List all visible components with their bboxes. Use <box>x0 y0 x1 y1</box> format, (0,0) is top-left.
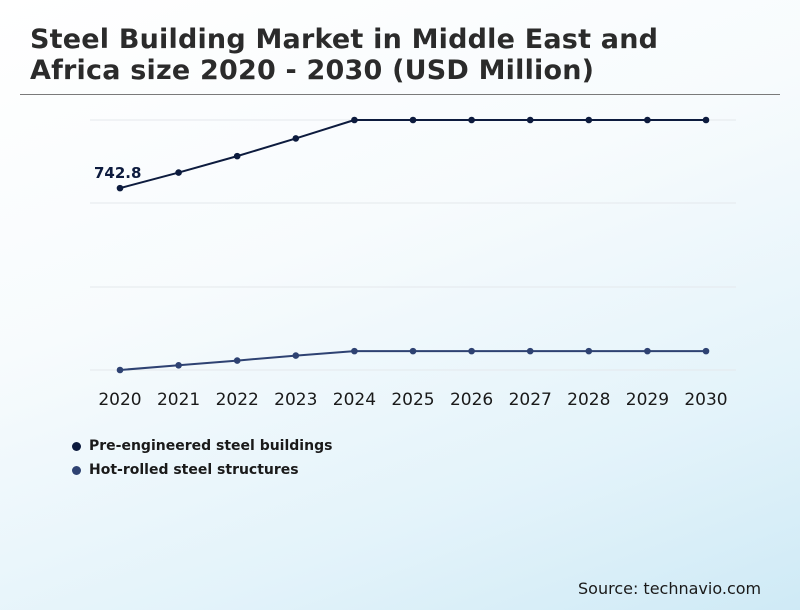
x-tick-label-2024: 2024 <box>333 390 376 410</box>
data-point-s0-2025 <box>409 116 417 124</box>
data-label-0: 742.8 <box>94 164 141 182</box>
data-point-s0-2021 <box>175 169 182 176</box>
data-point-s0-2024 <box>351 116 358 124</box>
data-point-s0-2023 <box>292 135 300 142</box>
legend-item-1: Hot-rolled steel structures <box>72 458 332 482</box>
data-point-s0-2030 <box>702 116 710 124</box>
line-chart: 2020 2021 2022 2023 2024 2025 2026 2027 2028 2029… <box>90 116 736 410</box>
data-point-s1-2029 <box>644 347 651 355</box>
data-point-s1-2027 <box>526 347 534 355</box>
x-tick-label-2026: 2026 <box>450 390 493 410</box>
x-tick-label-2021: 2021 <box>157 390 200 410</box>
title-divider <box>20 94 780 95</box>
source-note: Source: technavio.com <box>578 579 762 598</box>
data-point-s1-2028 <box>585 347 593 355</box>
data-point-s0-2022 <box>233 152 241 160</box>
data-point-s1-2025 <box>409 347 417 355</box>
data-point-s1-2023 <box>292 352 300 359</box>
data-point-s0-2020 <box>116 184 124 192</box>
data-point-s1-2024 <box>351 347 358 355</box>
legend-item-0: Pre-engineered steel buildings <box>72 434 332 458</box>
x-tick-label-2028: 2028 <box>567 390 610 410</box>
legend: Pre-engineered steel buildings Hot-rolled… <box>72 434 332 482</box>
x-tick-label-2027: 2027 <box>509 390 552 410</box>
data-point-s1-2021 <box>175 361 182 369</box>
legend-marker-icon <box>72 441 81 451</box>
chart-title: Steel Building Market in Middle East and… <box>30 24 659 86</box>
x-tick-label-2025: 2025 <box>391 390 434 410</box>
data-point-s0-2027 <box>526 116 534 124</box>
data-point-s1-2030 <box>702 347 710 355</box>
x-tick-label-2023: 2023 <box>274 390 317 410</box>
data-point-s0-2028 <box>585 116 593 124</box>
x-tick-label-2030: 2030 <box>684 390 727 410</box>
x-tick-label-2029: 2029 <box>626 390 669 410</box>
x-tick-label-2022: 2022 <box>216 390 259 410</box>
data-point-s0-2026 <box>468 116 475 124</box>
legend-label: Pre-engineered steel buildings <box>89 438 333 454</box>
data-point-s1-2026 <box>468 347 475 355</box>
data-point-s1-2020 <box>116 366 124 374</box>
legend-marker-icon <box>72 465 81 475</box>
x-tick-label-2020: 2020 <box>98 390 141 410</box>
series-line-0 <box>119 119 706 190</box>
legend-label: Hot-rolled steel structures <box>89 462 299 478</box>
data-point-s0-2029 <box>644 116 651 124</box>
data-point-s1-2022 <box>233 357 241 364</box>
